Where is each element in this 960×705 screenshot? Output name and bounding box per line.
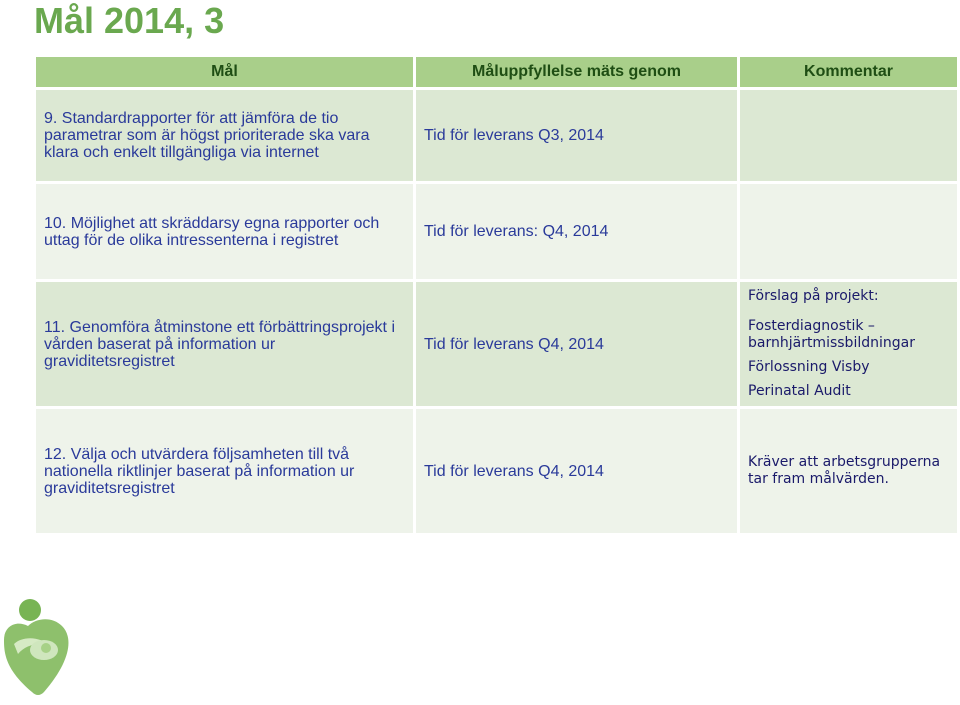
table-row: 9. Standardrapporter för att jämföra de … [36,90,957,181]
comment-cell: Kräver att arbetsgrupperna tar fram målv… [740,409,957,533]
comment-cell: Förslag på projekt: Fosterdiagnostik – b… [740,282,957,406]
comment-line: Förlossning Visby [748,359,870,375]
goal-cell: 11. Genomföra åtminstone ett förbättring… [36,282,413,406]
goal-cell: 10. Möjlighet att skräddarsy egna rappor… [36,184,413,279]
comment-line: Kräver att arbetsgrupperna tar fram målv… [748,454,941,487]
comment-line: Fosterdiagnostik – barnhjärtmissbildning… [748,318,915,351]
header-comment: Kommentar [740,57,957,87]
measure-cell: Tid för leverans Q3, 2014 [416,90,737,181]
header-goal: Mål [36,57,413,87]
goals-table: Mål Måluppfyllelse mäts genom Kommentar … [33,54,960,536]
table-header-row: Mål Måluppfyllelse mäts genom Kommentar [36,57,957,87]
measure-cell: Tid för leverans Q4, 2014 [416,282,737,406]
measure-cell: Tid för leverans Q4, 2014 [416,409,737,533]
goal-cell: 9. Standardrapporter för att jämföra de … [36,90,413,181]
comment-cell [740,90,957,181]
page-title: Mål 2014, 3 [34,0,225,41]
comment-line: Förslag på projekt: [748,288,879,304]
comment-cell [740,184,957,279]
table-row: 12. Välja och utvärdera följsamheten til… [36,409,957,533]
table-row: 10. Möjlighet att skräddarsy egna rappor… [36,184,957,279]
goal-cell: 12. Välja och utvärdera följsamheten til… [36,409,413,533]
header-measure: Måluppfyllelse mäts genom [416,57,737,87]
measure-cell: Tid för leverans: Q4, 2014 [416,184,737,279]
heart-figures-logo-icon [0,596,78,700]
comment-line: Perinatal Audit [748,383,851,399]
table-row: 11. Genomföra åtminstone ett förbättring… [36,282,957,406]
